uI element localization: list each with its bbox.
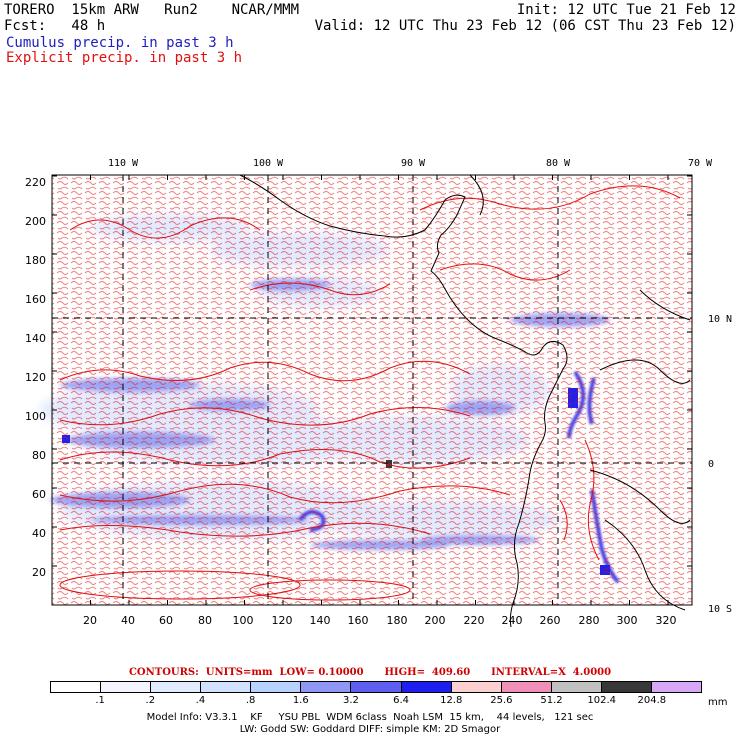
colorbar-label: 1.6 — [292, 695, 309, 706]
x-tick-label: 20 — [83, 614, 97, 627]
x-tick-label: 260 — [540, 614, 561, 627]
axis-ticks — [51, 175, 692, 606]
colorbar-label: 6.4 — [393, 695, 410, 706]
coastline-layer — [239, 174, 691, 628]
lat-label-10s: 10 S — [708, 604, 732, 615]
model-info-line2: LW: Godd SW: Goddard DIFF: simple KM: 2D… — [239, 724, 501, 735]
y-tick-label: 20 — [32, 566, 46, 579]
y-tick-label: 180 — [25, 254, 46, 267]
y-tick-label: 140 — [25, 332, 46, 345]
x-tick-label: 220 — [464, 614, 485, 627]
lon-label-110w: 110 W — [108, 158, 139, 169]
x-tick-labels: 20 40 60 80 100 120 140 160 180 200 220 … — [83, 614, 677, 627]
colorbar-label: 25.6 — [490, 695, 513, 706]
colorbar-label: .1 — [95, 695, 105, 706]
colorbar-cell — [601, 682, 652, 692]
colorbar-label: .8 — [245, 695, 256, 706]
x-tick-label: 60 — [159, 614, 173, 627]
x-tick-label: 160 — [348, 614, 369, 627]
x-tick-label: 240 — [502, 614, 523, 627]
lon-label-80w: 80 W — [546, 158, 571, 169]
x-tick-label: 280 — [579, 614, 600, 627]
precip-colorbar — [50, 681, 702, 693]
colorbar-label: 204.8 — [637, 695, 667, 706]
precip-map: 110 W 100 W 90 W 80 W 70 W 10 N 0 10 S 2… — [25, 158, 732, 628]
valid-time: Valid: 12 UTC Thu 23 Feb 12 (06 CST Thu … — [314, 18, 736, 34]
colorbar-cell — [151, 682, 202, 692]
y-tick-labels: 220 200 180 160 140 120 100 80 60 40 20 — [25, 176, 46, 579]
map-frame — [51, 174, 693, 606]
contour-info: CONTOURS: UNITS=mm LOW= 0.10000 HIGH= 40… — [128, 667, 612, 678]
lon-label-70w: 70 W — [688, 158, 713, 169]
x-tick-label: 100 — [233, 614, 254, 627]
colorbar-cell — [401, 682, 452, 692]
colorbar-label: 102.4 — [587, 695, 617, 706]
legend-explicit: Explicit precip. in past 3 h — [6, 50, 243, 66]
colorbar-cell — [351, 682, 402, 692]
colorbar-labels: .1 .2 .4 .8 1.6 3.2 6.4 12.8 25.6 51.2 102.4 204.8 — [50, 695, 702, 709]
x-tick-label: 40 — [121, 614, 135, 627]
colorbar-cell — [551, 682, 602, 692]
lat-label-0: 0 — [708, 459, 714, 470]
x-tick-label: 120 — [272, 614, 293, 627]
lon-labels: 110 W 100 W 90 W 80 W 70 W — [108, 158, 713, 169]
colorbar-cell — [451, 682, 502, 692]
model-title: TORERO 15km ARW Run2 NCAR/MMM — [4, 2, 300, 18]
y-tick-label: 40 — [32, 527, 46, 540]
contour-layer — [52, 175, 692, 605]
colorbar-label: 51.2 — [540, 695, 563, 706]
y-tick-label: 60 — [32, 488, 46, 501]
lon-label-90w: 90 W — [401, 158, 426, 169]
colorbar-cell — [501, 682, 552, 692]
x-tick-label: 320 — [656, 614, 677, 627]
y-tick-label: 200 — [25, 215, 46, 228]
colorbar-label: .4 — [195, 695, 206, 706]
y-tick-label: 160 — [25, 293, 46, 306]
y-tick-label: 100 — [25, 410, 46, 423]
x-tick-label: 300 — [617, 614, 638, 627]
legend-cumulus: Cumulus precip. in past 3 h — [6, 35, 234, 51]
x-tick-label: 80 — [198, 614, 212, 627]
x-tick-label: 200 — [425, 614, 446, 627]
colorbar-cell — [251, 682, 302, 692]
colorbar-unit: mm — [708, 697, 728, 708]
y-tick-label: 120 — [25, 371, 46, 384]
colorbar-cell — [101, 682, 152, 692]
colorbar-cell — [201, 682, 252, 692]
colorbar-label: 12.8 — [440, 695, 463, 706]
x-tick-label: 180 — [387, 614, 408, 627]
x-tick-label: 140 — [310, 614, 331, 627]
lon-label-100w: 100 W — [253, 158, 284, 169]
colorbar-cell — [51, 682, 102, 692]
y-tick-label: 80 — [32, 449, 46, 462]
colorbar-label: .2 — [145, 695, 156, 706]
lat-label-10n: 10 N — [708, 314, 732, 325]
init-time: Init: 12 UTC Tue 21 Feb 12 — [516, 2, 736, 18]
lat-labels: 10 N 0 10 S — [708, 314, 732, 615]
colorbar-cell — [651, 682, 702, 692]
colorbar-label: 3.2 — [342, 695, 359, 706]
y-tick-label: 220 — [25, 176, 46, 189]
model-info-line1: Model Info: V3.3.1 KF YSU PBL WDM 6class… — [146, 712, 594, 723]
grid-layer — [52, 175, 692, 605]
colorbar-cell — [301, 682, 352, 692]
forecast-hour: Fcst: 48 h — [4, 18, 106, 34]
